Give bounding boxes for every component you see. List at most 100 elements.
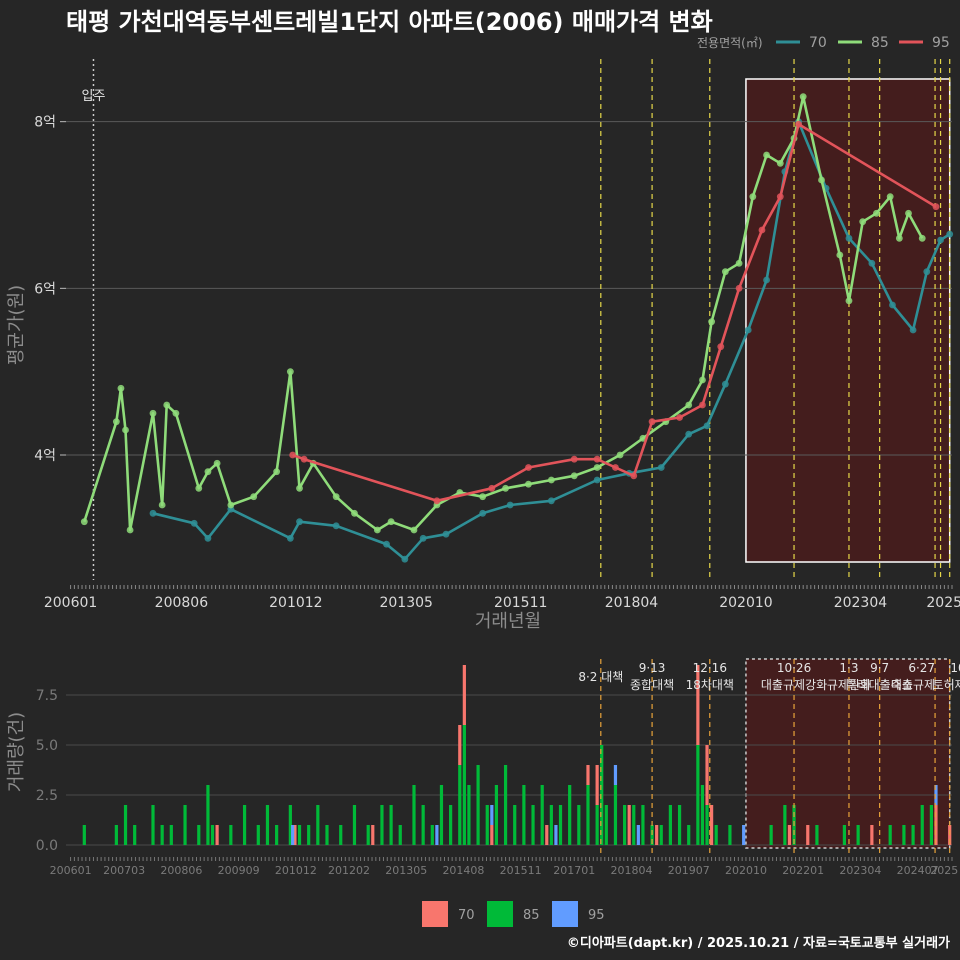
- x-tick-label: 201202: [328, 864, 370, 877]
- volume-bar-85: [842, 825, 846, 845]
- volume-chart: 0.0 2.5 5.0 7.5 8·2 대책 9·13 종합대책 12·16 18차대책 10·2…: [36, 658, 960, 877]
- volume-bar-85: [389, 805, 393, 845]
- footer-credit: ©디아파트(dapt.kr) / 2025.10.21 / 자료=국토교통부 실…: [567, 935, 950, 951]
- x-tick-label: 201804: [610, 864, 652, 877]
- data-point-95: [776, 193, 784, 201]
- volume-bar-85: [169, 825, 173, 845]
- volume-bar-85: [623, 805, 627, 845]
- data-point-85: [387, 518, 395, 526]
- data-point-70: [685, 430, 693, 438]
- volume-bar-85: [206, 785, 210, 845]
- volume-bar-85: [677, 805, 682, 845]
- volume-bar-85: [700, 785, 705, 845]
- data-point-95: [717, 343, 725, 351]
- event-label: 1·3: [839, 661, 858, 675]
- volume-bar-70: [595, 765, 599, 805]
- data-point-85: [163, 401, 171, 409]
- volume-bar-85: [769, 825, 773, 845]
- volume-legend: 70 85 95: [422, 901, 605, 927]
- legend-label-70: 70: [809, 35, 827, 51]
- data-point-70: [889, 301, 896, 309]
- volume-bar-85: [641, 805, 645, 845]
- highlight-box: [745, 78, 951, 563]
- volume-bar-85: [256, 825, 260, 845]
- volume-bar-85: [366, 825, 370, 845]
- x-tick-label: 202010: [725, 864, 767, 877]
- volume-bar-85: [133, 825, 137, 845]
- volume-bar-85: [558, 805, 563, 845]
- volume-bar-85: [696, 745, 700, 845]
- data-point-85: [593, 464, 601, 471]
- x-tick-label: 201804: [605, 595, 659, 611]
- data-point-95: [488, 484, 496, 492]
- data-point-85: [126, 526, 134, 534]
- data-point-85: [818, 176, 825, 184]
- volume-bar-70: [371, 825, 375, 845]
- legend-title: 전용면적(㎡): [697, 36, 763, 50]
- x-tick-label: 201305: [379, 595, 432, 611]
- volume-bar-85: [485, 805, 489, 845]
- volume-bar-85: [183, 805, 187, 845]
- volume-bar-85: [503, 765, 508, 845]
- volume-bar-85: [242, 805, 247, 845]
- volume-bar-85: [549, 805, 553, 845]
- volume-bar-85: [911, 825, 915, 845]
- data-point-85: [895, 234, 903, 242]
- data-point-70: [286, 534, 294, 542]
- volume-bar-85: [902, 825, 906, 845]
- price-x-axis-title: 거래년월: [475, 611, 541, 632]
- x-tick-label: 200601: [44, 595, 97, 611]
- volume-bar-85: [577, 805, 581, 845]
- data-point-85: [250, 493, 258, 501]
- volume-bar-85: [380, 805, 384, 845]
- data-point-85: [112, 418, 120, 426]
- volume-bar-70: [787, 825, 792, 845]
- data-point-70: [845, 234, 853, 242]
- event-label: 10·26: [777, 661, 811, 675]
- volume-bar-85: [197, 825, 201, 845]
- y-tick-label: 7.5: [36, 688, 58, 704]
- x-tick-label: 201408: [442, 864, 484, 877]
- volume-bar-85: [412, 785, 416, 845]
- x-tick-label: 2025: [926, 595, 960, 611]
- volume-bar-95: [934, 785, 938, 805]
- x-tick-label: 2025: [930, 864, 958, 877]
- event-label: 종합대책: [630, 677, 674, 692]
- data-point-95: [699, 401, 706, 409]
- y-tick-label: 2.5: [36, 788, 58, 804]
- volume-bar-85: [531, 805, 535, 845]
- data-point-85: [749, 193, 757, 201]
- volume-bar-85: [339, 825, 343, 845]
- data-point-85: [158, 501, 166, 509]
- volume-bar-70: [586, 765, 590, 785]
- data-point-85: [763, 151, 770, 159]
- volume-bar-95: [291, 825, 295, 845]
- data-point-95: [570, 455, 578, 463]
- data-point-85: [117, 384, 125, 392]
- data-point-85: [616, 451, 624, 459]
- volume-bar-85: [421, 805, 425, 845]
- data-point-95: [525, 464, 532, 471]
- x-tick-label: 201012: [275, 864, 317, 877]
- volume-bar-70: [696, 665, 700, 745]
- data-point-70: [204, 534, 212, 542]
- legend-label-85: 85: [871, 35, 889, 51]
- data-point-85: [873, 209, 880, 217]
- volume-bar-85: [476, 765, 480, 845]
- data-point-85: [685, 401, 693, 409]
- data-point-70: [442, 530, 450, 538]
- x-tick-label: 202304: [839, 864, 881, 877]
- volume-bar-85: [513, 805, 517, 845]
- data-point-70: [401, 555, 409, 563]
- chart-title: 태평 가천대역동부센트레빌1단지 아파트(2006) 매매가격 변화: [66, 8, 713, 36]
- volume-bar-70: [545, 825, 549, 845]
- volume-bar-95: [490, 805, 494, 825]
- volume-legend-label-70: 70: [458, 908, 475, 923]
- legend: 전용면적(㎡) 70 85 95: [697, 35, 950, 51]
- volume-bar-95: [554, 825, 558, 845]
- data-point-85: [172, 409, 180, 417]
- event-label: 12·16: [693, 661, 727, 675]
- data-point-70: [923, 268, 931, 276]
- data-point-85: [410, 526, 418, 534]
